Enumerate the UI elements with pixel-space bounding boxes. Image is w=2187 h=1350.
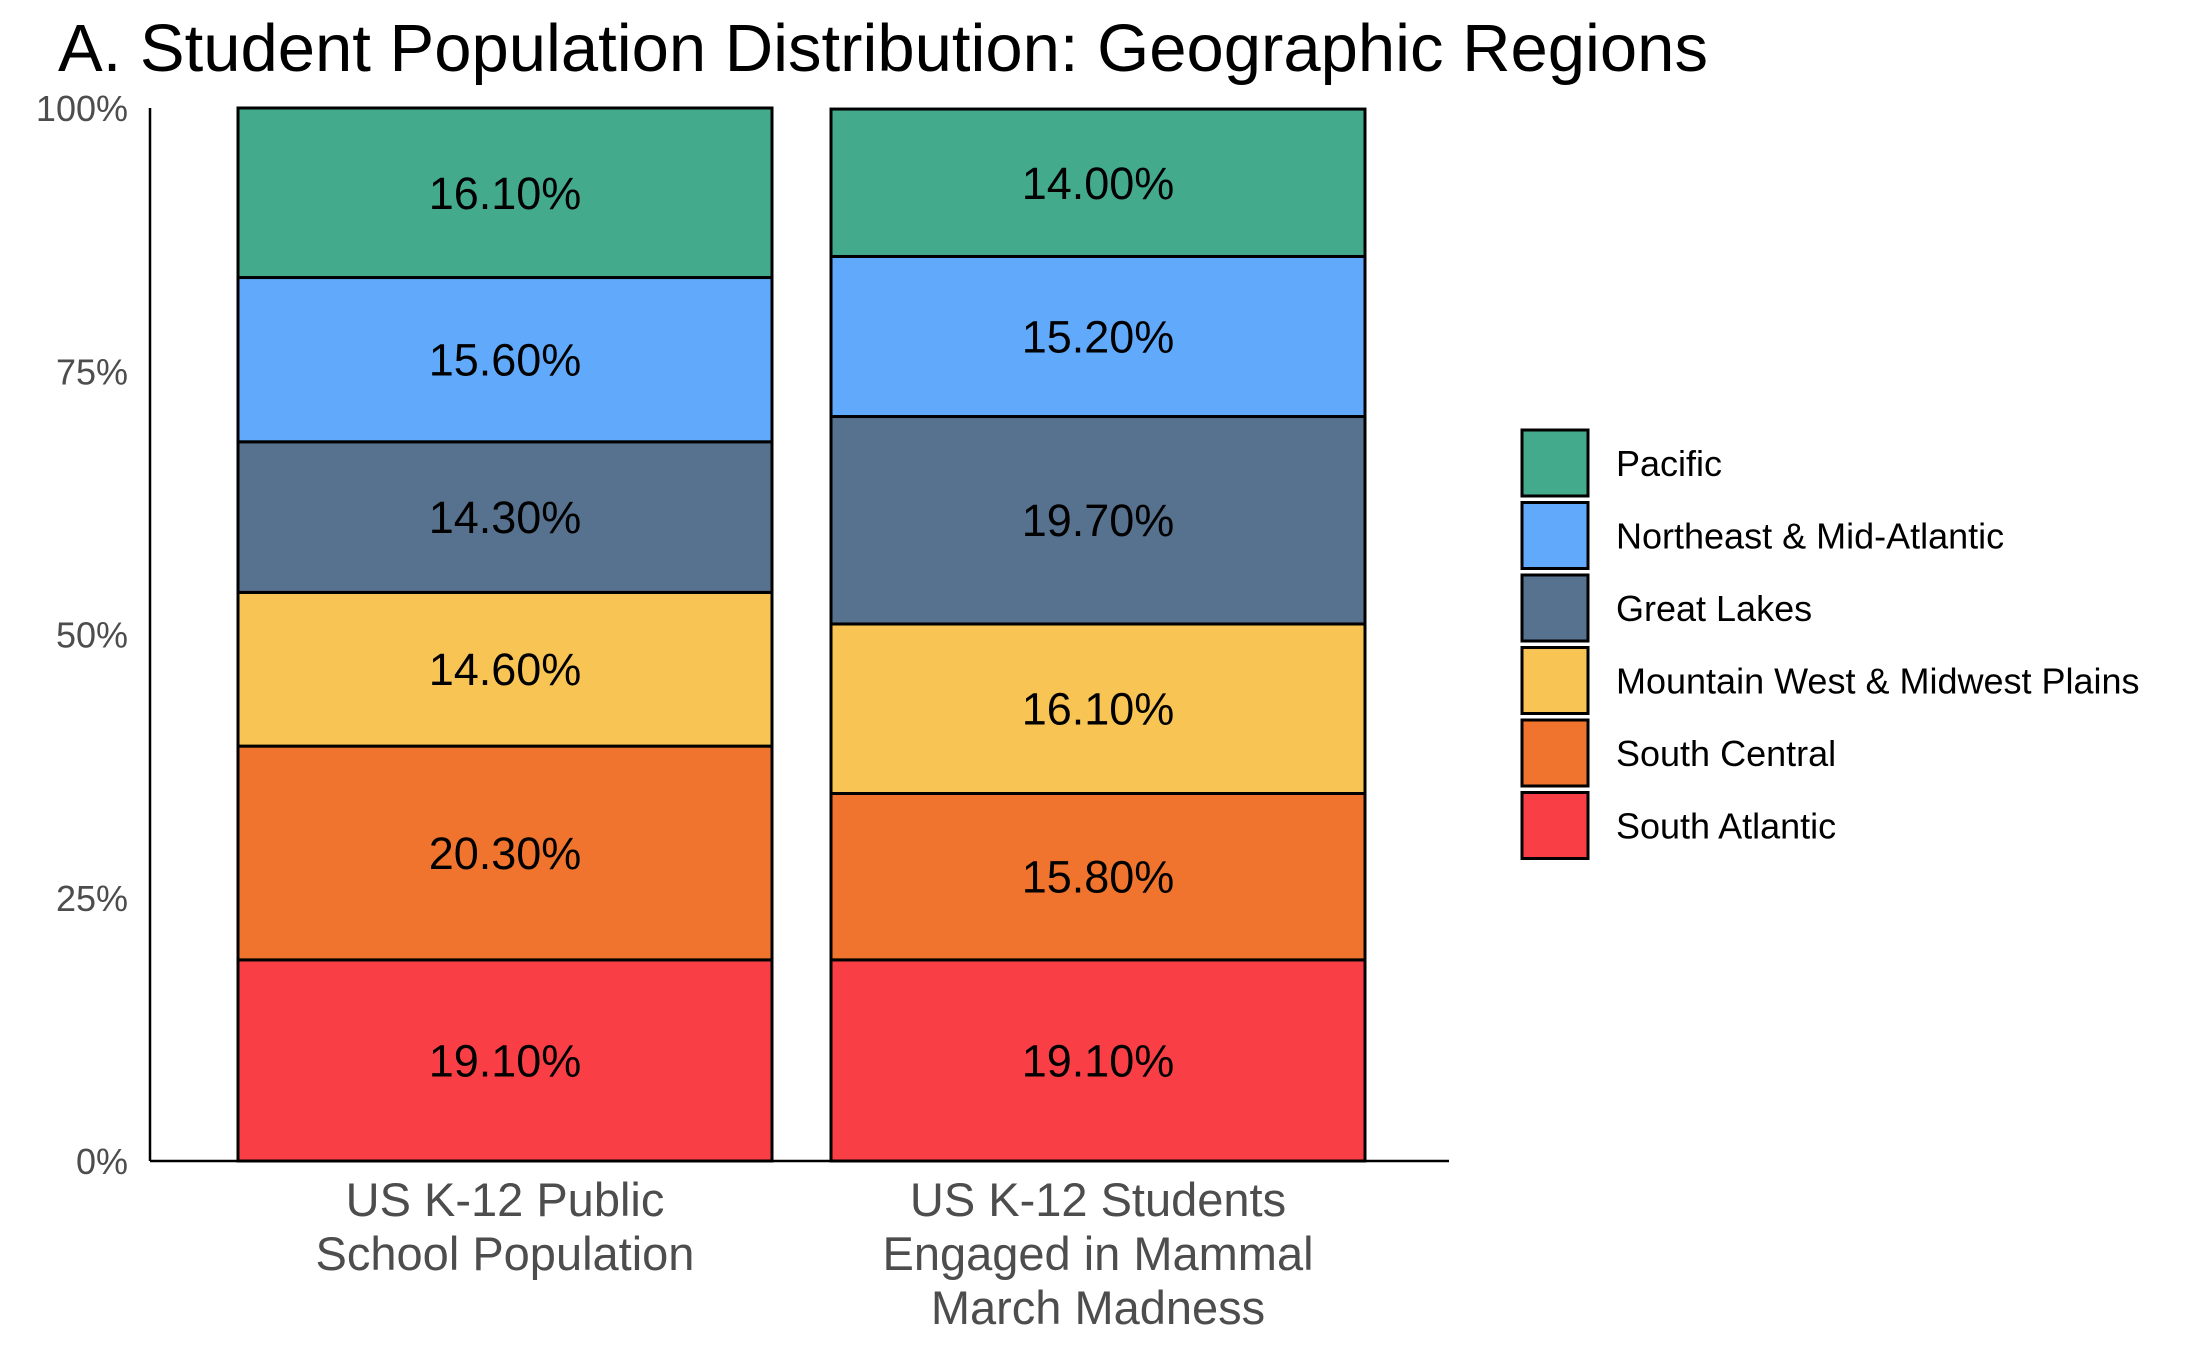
data-label-south-atlantic-2: 19.10%: [1022, 1035, 1175, 1086]
legend-swatch-northeast-and-mid-atlantic: [1520, 501, 1590, 570]
bars-layer: [236, 106, 1367, 1163]
segment-labels-layer: 19.10% 20.30% 14.60% 14.30% 15.60% 16.10% 19.1…: [429, 158, 1175, 1087]
y-tick-label: 0%: [76, 1141, 128, 1182]
data-label-mountain-west-and-midwest-plains-2: 16.10%: [1022, 684, 1175, 735]
data-label-northeast-and-mid-atlantic-2: 15.20%: [1022, 312, 1175, 363]
y-tick-label: 25%: [56, 878, 128, 919]
chart-title: A. Student Population Distribution: Geog…: [58, 11, 1708, 86]
bar-segment-south-central-1: [236, 744, 774, 962]
data-label-mountain-west-and-midwest-plains-1: 14.60%: [429, 644, 582, 695]
legend-swatch-pacific: [1520, 428, 1590, 498]
legend-label-great-lakes: Great Lakes: [1616, 588, 1812, 629]
bar-segment-pacific-1: [236, 106, 774, 280]
bar-segment-northeast-and-mid-atlantic-2: [829, 254, 1367, 419]
legend-swatch-south-atlantic: [1520, 791, 1590, 860]
axes-layer: 0% 25% 50% 75% 100% US K-12 Public School Popu…: [36, 88, 1449, 1334]
data-label-south-atlantic-1: 19.10%: [429, 1035, 582, 1086]
legend: Pacific Northeast & Mid-Atlantic Great Lak…: [1520, 428, 2140, 860]
bar-segment-pacific-2: [829, 107, 1367, 258]
legend-label-mountain-west-and-midwest-plains: Mountain West & Midwest Plains: [1616, 661, 2140, 702]
data-label-south-central-2: 15.80%: [1022, 852, 1175, 903]
legend-label-south-central: South Central: [1616, 733, 1836, 774]
bar-segment-great-lakes-2: [829, 415, 1367, 626]
data-label-great-lakes-1: 14.30%: [429, 492, 582, 543]
data-label-pacific-2: 14.00%: [1022, 158, 1175, 209]
legend-swatch-great-lakes: [1520, 573, 1590, 643]
x-tick-label: US K-12 Students Engaged in Mammal March M…: [882, 1173, 1313, 1334]
y-tick-label: 100%: [36, 88, 128, 129]
bar-segment-south-atlantic-1: [236, 958, 774, 1163]
bar-segment-great-lakes-1: [236, 440, 774, 594]
data-label-northeast-and-mid-atlantic-1: 15.60%: [429, 335, 582, 386]
legend-label-northeast-and-mid-atlantic: Northeast & Mid-Atlantic: [1616, 516, 2004, 557]
y-tick-label: 75%: [56, 351, 128, 392]
data-label-pacific-1: 16.10%: [429, 168, 582, 219]
legend-label-pacific: Pacific: [1616, 443, 1722, 484]
legend-label-south-atlantic: South Atlantic: [1616, 806, 1836, 847]
legend-swatch-mountain-west-and-midwest-plains: [1520, 646, 1590, 715]
data-label-great-lakes-2: 19.70%: [1022, 495, 1175, 546]
bar-segment-northeast-and-mid-atlantic-1: [236, 276, 774, 444]
legend-swatch-south-central: [1520, 718, 1590, 788]
y-tick-label: 50%: [56, 615, 128, 656]
x-tick-label: US K-12 Public School Population: [316, 1173, 695, 1280]
bar-segment-south-central-2: [829, 792, 1367, 962]
bar-segment-mountain-west-and-midwest-plains-2: [829, 622, 1367, 796]
data-label-south-central-1: 20.30%: [429, 828, 582, 879]
